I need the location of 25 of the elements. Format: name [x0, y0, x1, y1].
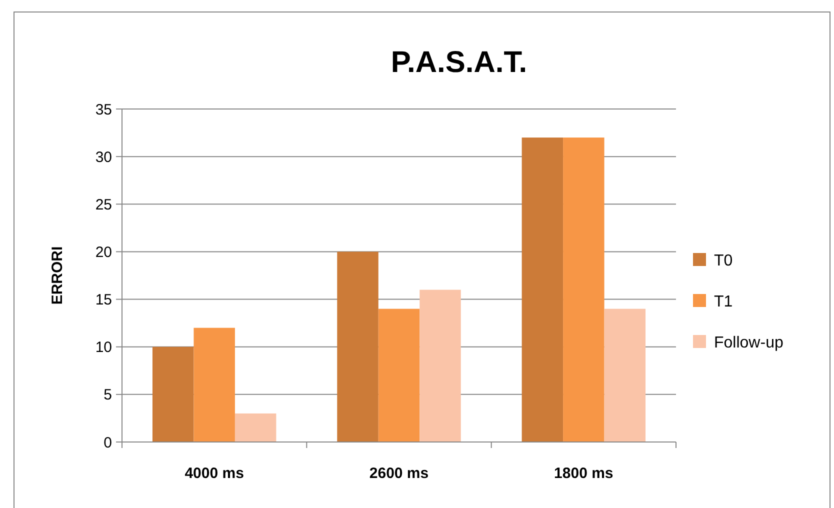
y-tick-label: 20 — [95, 244, 112, 261]
x-tick-label: 2600 ms — [369, 465, 429, 482]
x-tick-label: 4000 ms — [184, 465, 244, 482]
bar — [152, 346, 194, 442]
y-tick-label: 35 — [95, 101, 112, 118]
legend-label: Follow-up — [714, 334, 784, 352]
bar — [194, 328, 235, 442]
y-tick-label: 0 — [104, 434, 112, 452]
chart-title: P.A.S.A.T. — [390, 46, 528, 79]
legend-label: T0 — [714, 252, 733, 270]
bar — [604, 308, 646, 442]
legend-label: T1 — [714, 294, 733, 311]
y-tick-label: 25 — [95, 196, 112, 214]
y-tick-label: 30 — [95, 148, 112, 166]
bar — [522, 138, 564, 442]
bar — [420, 290, 461, 442]
bar — [378, 308, 420, 442]
x-tick-label: 1800 ms — [554, 465, 614, 482]
bar — [234, 413, 276, 442]
bar — [563, 138, 604, 442]
bar — [337, 252, 378, 442]
y-tick-label: 15 — [95, 292, 112, 309]
y-axis-title: ERRORI — [49, 246, 66, 305]
y-tick-label: 10 — [95, 339, 112, 356]
y-tick-label: 5 — [104, 386, 112, 404]
